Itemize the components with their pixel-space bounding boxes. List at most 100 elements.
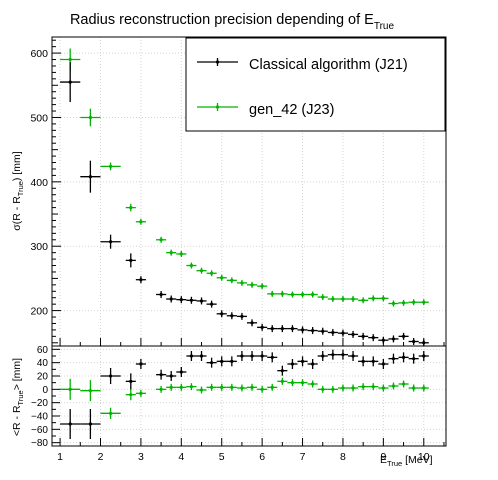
data-marker — [189, 354, 194, 358]
data-marker — [129, 379, 133, 383]
chart-title: Radius reconstruction precision dependin… — [70, 12, 395, 32]
gen-42-point — [388, 300, 399, 307]
data-marker — [68, 387, 72, 391]
data-marker — [351, 332, 355, 337]
classical-bias-point — [307, 359, 318, 369]
data-marker — [230, 359, 234, 363]
data-marker — [300, 292, 305, 297]
data-marker — [220, 276, 224, 280]
data-marker — [260, 325, 264, 329]
gen-42-point — [156, 236, 167, 243]
classical-bias-point — [277, 365, 288, 376]
classical-point — [226, 312, 237, 320]
data-marker — [179, 370, 183, 374]
classical-point — [166, 295, 177, 303]
gen-42-bias-point — [327, 385, 338, 393]
gen-42-bias-point — [277, 377, 288, 385]
classical-bias-point — [388, 353, 399, 364]
x-axis-title: ETrue [MeV] — [380, 454, 433, 468]
data-marker — [361, 385, 365, 389]
x-tick-label: 7 — [300, 451, 306, 463]
bottom-plot-frame — [51, 345, 447, 447]
data-marker — [371, 336, 375, 340]
data-marker — [270, 292, 274, 296]
data-marker — [68, 80, 72, 84]
classical-point — [348, 330, 359, 338]
classical-bias-point — [378, 359, 389, 369]
gen-42-bias-point — [317, 385, 328, 393]
data-marker — [199, 299, 204, 303]
classical-bias-series — [60, 349, 429, 439]
classical-point — [206, 300, 217, 308]
data-marker — [331, 297, 335, 301]
gen-42-bias-point — [408, 384, 419, 392]
classical-bias-point — [135, 359, 146, 369]
classical-point — [277, 325, 288, 333]
bottom-panel: −80 −60 −40 −20 0 20 40 60 <R - RTrue> [mm] 1 2 3… — [11, 345, 447, 468]
data-marker — [391, 301, 396, 306]
gen-42-bias-point — [166, 383, 177, 391]
x-tick-label: 5 — [219, 451, 225, 463]
classical-bias-point — [60, 409, 81, 439]
data-marker — [139, 220, 143, 224]
classical-bias-point — [196, 351, 207, 361]
classical-series — [60, 62, 429, 347]
data-marker — [240, 354, 244, 358]
y-tick-label: −20 — [31, 398, 48, 409]
data-marker — [361, 334, 365, 338]
data-marker — [371, 359, 375, 363]
classical-point — [287, 325, 298, 333]
x-tick-label: 8 — [340, 451, 346, 463]
classical-point — [368, 334, 379, 342]
data-marker — [341, 353, 345, 357]
data-marker — [361, 359, 365, 363]
data-marker — [108, 240, 113, 244]
data-marker — [210, 302, 214, 306]
classical-point — [327, 328, 338, 336]
data-marker — [341, 297, 345, 301]
y-tick-label: −60 — [31, 425, 48, 436]
data-marker — [351, 354, 355, 358]
data-marker — [401, 334, 406, 338]
gen-42-bias-point — [100, 407, 121, 419]
classical-point — [125, 253, 136, 268]
data-marker — [88, 115, 92, 120]
gen-42-bias-point — [156, 385, 167, 393]
data-marker — [280, 379, 284, 383]
data-marker — [220, 385, 224, 389]
data-marker — [381, 338, 385, 342]
classical-point — [236, 312, 247, 320]
gen-42-bias-point — [206, 383, 217, 391]
data-marker — [401, 355, 406, 359]
bottom-axis-ticks: −80 −60 −40 −20 0 20 40 60 — [31, 345, 445, 449]
gen-42-bias-point — [80, 380, 101, 402]
gen-42-bias-point — [246, 383, 258, 391]
data-marker — [270, 385, 274, 389]
gen-42-point — [246, 281, 258, 288]
x-tick-label: 9 — [380, 451, 386, 463]
gen-42-bias-point — [186, 383, 197, 391]
gen-42-bias-point — [348, 384, 359, 392]
gen-42-bias-point — [226, 383, 237, 391]
data-marker — [401, 382, 406, 386]
gen-42-bias-point — [418, 384, 429, 392]
data-marker — [88, 175, 92, 179]
classical-point — [80, 160, 101, 193]
gen-42-point — [80, 108, 101, 127]
legend-label-gen-42: gen_42 (J23) — [249, 102, 334, 118]
data-marker — [179, 298, 183, 302]
data-marker — [290, 327, 295, 331]
data-marker — [422, 341, 426, 345]
data-marker — [169, 374, 173, 378]
classical-bias-point — [317, 351, 328, 361]
top-axis-ticks: 200 300 400 500 600 — [30, 39, 445, 346]
classical-point — [156, 291, 167, 298]
y-tick-label: 20 — [37, 372, 49, 383]
gen-42-point — [378, 295, 389, 302]
y-tick-label: 0 — [42, 385, 48, 396]
data-marker — [199, 354, 204, 358]
data-marker — [300, 328, 305, 332]
gen-42-point — [368, 295, 379, 302]
y-tick-label: −80 — [31, 438, 48, 449]
